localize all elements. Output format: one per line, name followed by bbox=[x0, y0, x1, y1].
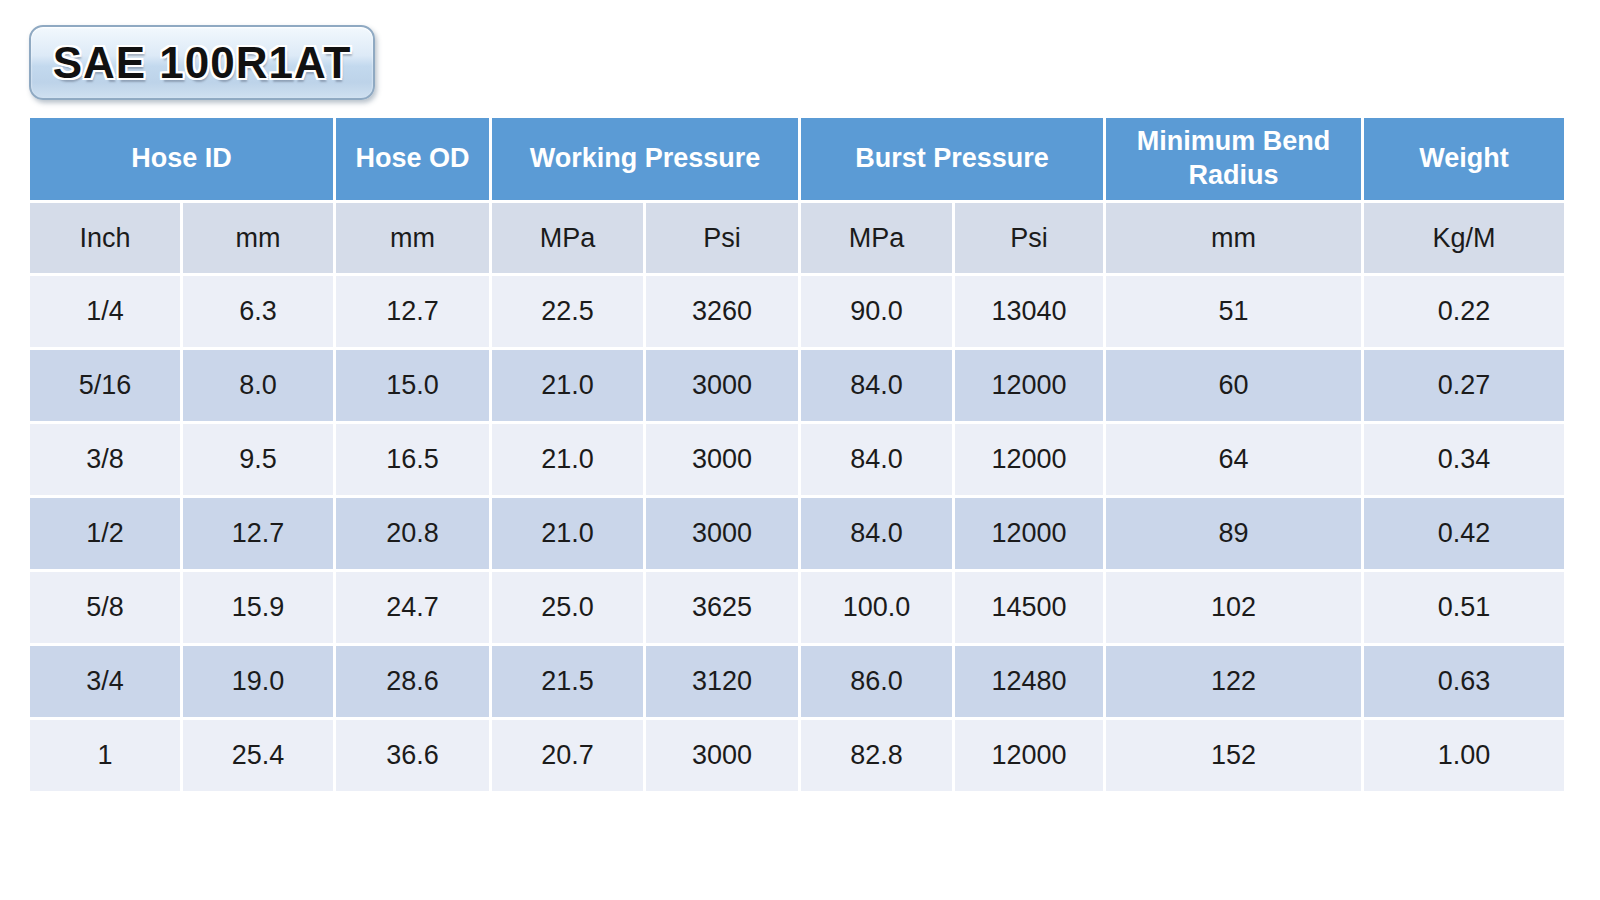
table-row: 5/168.015.021.0300084.012000600.27 bbox=[30, 350, 1564, 421]
table-cell: 0.22 bbox=[1364, 276, 1564, 347]
table-cell: 51 bbox=[1106, 276, 1361, 347]
table-cell: 15.0 bbox=[336, 350, 489, 421]
table-cell: 3260 bbox=[646, 276, 798, 347]
table-cell: 12480 bbox=[955, 646, 1103, 717]
unit-cell: Inch bbox=[30, 203, 180, 273]
table-cell: 3120 bbox=[646, 646, 798, 717]
header-hose-od: Hose OD bbox=[336, 118, 489, 200]
table-cell: 9.5 bbox=[183, 424, 333, 495]
table-cell: 12000 bbox=[955, 350, 1103, 421]
header-weight: Weight bbox=[1364, 118, 1564, 200]
table-cell: 20.8 bbox=[336, 498, 489, 569]
table-cell: 60 bbox=[1106, 350, 1361, 421]
table-cell: 82.8 bbox=[801, 720, 952, 791]
table-cell: 21.5 bbox=[492, 646, 643, 717]
table-row: 5/815.924.725.03625100.0145001020.51 bbox=[30, 572, 1564, 643]
unit-cell: MPa bbox=[492, 203, 643, 273]
page-title: SAE 100R1AT bbox=[53, 38, 352, 88]
unit-cell: Kg/M bbox=[1364, 203, 1564, 273]
table-cell: 14500 bbox=[955, 572, 1103, 643]
unit-cell: Psi bbox=[646, 203, 798, 273]
table-cell: 1/2 bbox=[30, 498, 180, 569]
table-cell: 24.7 bbox=[336, 572, 489, 643]
unit-cell: mm bbox=[1106, 203, 1361, 273]
table-cell: 3000 bbox=[646, 424, 798, 495]
table-cell: 21.0 bbox=[492, 350, 643, 421]
table-cell: 86.0 bbox=[801, 646, 952, 717]
table-cell: 5/8 bbox=[30, 572, 180, 643]
table-cell: 25.4 bbox=[183, 720, 333, 791]
table-cell: 36.6 bbox=[336, 720, 489, 791]
table-unit-row: Inch mm mm MPa Psi MPa Psi mm Kg/M bbox=[30, 203, 1564, 273]
table-cell: 122 bbox=[1106, 646, 1361, 717]
table-cell: 0.63 bbox=[1364, 646, 1564, 717]
table-cell: 64 bbox=[1106, 424, 1361, 495]
unit-cell: Psi bbox=[955, 203, 1103, 273]
table-cell: 152 bbox=[1106, 720, 1361, 791]
table-cell: 3000 bbox=[646, 350, 798, 421]
table-cell: 84.0 bbox=[801, 350, 952, 421]
table-cell: 1.00 bbox=[1364, 720, 1564, 791]
table-cell: 20.7 bbox=[492, 720, 643, 791]
title-badge: SAE 100R1AT bbox=[29, 25, 375, 100]
table-cell: 0.42 bbox=[1364, 498, 1564, 569]
table-cell: 0.27 bbox=[1364, 350, 1564, 421]
table-row: 125.436.620.7300082.8120001521.00 bbox=[30, 720, 1564, 791]
table-row: 1/212.720.821.0300084.012000890.42 bbox=[30, 498, 1564, 569]
table-cell: 3/8 bbox=[30, 424, 180, 495]
table-cell: 12000 bbox=[955, 498, 1103, 569]
unit-cell: MPa bbox=[801, 203, 952, 273]
table-row: 1/46.312.722.5326090.013040510.22 bbox=[30, 276, 1564, 347]
header-working-pressure: Working Pressure bbox=[492, 118, 798, 200]
table-cell: 5/16 bbox=[30, 350, 180, 421]
table-row: 3/419.028.621.5312086.0124801220.63 bbox=[30, 646, 1564, 717]
table-row: 3/89.516.521.0300084.012000640.34 bbox=[30, 424, 1564, 495]
table-cell: 1/4 bbox=[30, 276, 180, 347]
unit-cell: mm bbox=[336, 203, 489, 273]
table-cell: 15.9 bbox=[183, 572, 333, 643]
header-burst-pressure: Burst Pressure bbox=[801, 118, 1103, 200]
spec-table: Hose ID Hose OD Working Pressure Burst P… bbox=[27, 115, 1567, 794]
table-cell: 12000 bbox=[955, 720, 1103, 791]
header-min-bend-radius: Minimum Bend Radius bbox=[1106, 118, 1361, 200]
table-cell: 102 bbox=[1106, 572, 1361, 643]
table-cell: 21.0 bbox=[492, 498, 643, 569]
table-cell: 12.7 bbox=[336, 276, 489, 347]
table-cell: 6.3 bbox=[183, 276, 333, 347]
table-cell: 1 bbox=[30, 720, 180, 791]
table-cell: 16.5 bbox=[336, 424, 489, 495]
table-cell: 84.0 bbox=[801, 498, 952, 569]
table-header-row: Hose ID Hose OD Working Pressure Burst P… bbox=[30, 118, 1564, 200]
table-cell: 3625 bbox=[646, 572, 798, 643]
table-cell: 19.0 bbox=[183, 646, 333, 717]
header-hose-id: Hose ID bbox=[30, 118, 333, 200]
table-cell: 12000 bbox=[955, 424, 1103, 495]
table-cell: 3000 bbox=[646, 498, 798, 569]
table-cell: 84.0 bbox=[801, 424, 952, 495]
table-cell: 12.7 bbox=[183, 498, 333, 569]
table-cell: 0.51 bbox=[1364, 572, 1564, 643]
table-cell: 28.6 bbox=[336, 646, 489, 717]
unit-cell: mm bbox=[183, 203, 333, 273]
table-cell: 89 bbox=[1106, 498, 1361, 569]
table-cell: 3000 bbox=[646, 720, 798, 791]
table-cell: 8.0 bbox=[183, 350, 333, 421]
table-cell: 90.0 bbox=[801, 276, 952, 347]
table-cell: 3/4 bbox=[30, 646, 180, 717]
table-cell: 100.0 bbox=[801, 572, 952, 643]
table-cell: 22.5 bbox=[492, 276, 643, 347]
page: SAE 100R1AT Hose ID Hose OD Working Pres… bbox=[0, 0, 1600, 900]
table-cell: 21.0 bbox=[492, 424, 643, 495]
table-cell: 13040 bbox=[955, 276, 1103, 347]
table-cell: 0.34 bbox=[1364, 424, 1564, 495]
table-cell: 25.0 bbox=[492, 572, 643, 643]
